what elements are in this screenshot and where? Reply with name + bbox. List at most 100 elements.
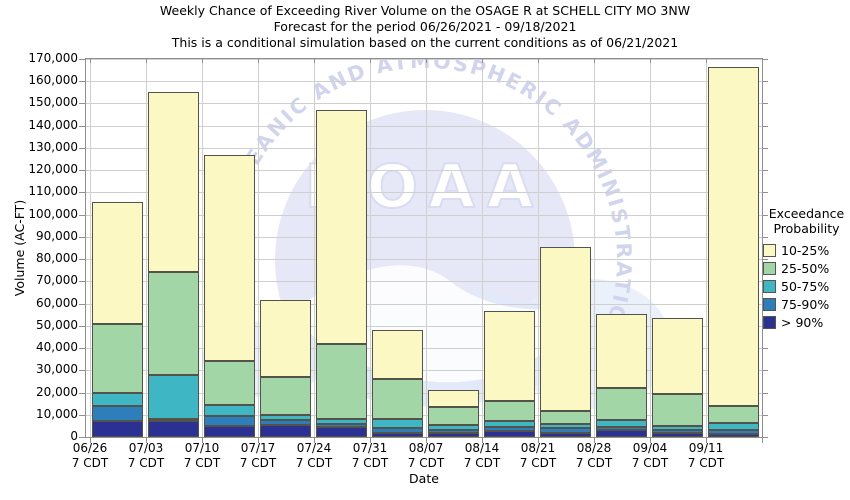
- top-tick-mark: [650, 59, 651, 63]
- gridline-vertical: [426, 59, 427, 437]
- y-tick-label: 30,000: [36, 362, 78, 377]
- legend-title-line1: Exceedance: [768, 206, 845, 221]
- x-tick-date: 07/03: [128, 441, 164, 455]
- y-tick-mark: [79, 392, 85, 394]
- legend-title: Exceedance Probability: [763, 206, 850, 236]
- x-tick-time: 7 CDT: [183, 456, 221, 470]
- x-tick-date: 08/07: [408, 441, 444, 455]
- bar-segment-gt90-07-03: [148, 421, 199, 437]
- bar-segment-p50-75-07-10: [204, 404, 255, 416]
- y-tick-label: 80,000: [36, 251, 78, 266]
- y-tick-label: 10,000: [36, 406, 78, 421]
- gridline-horizontal: [86, 59, 762, 60]
- x-tick-time: 7 CDT: [351, 456, 389, 470]
- bar-segment-gt90-08-14: [484, 431, 535, 437]
- x-tick-mark: [762, 438, 763, 443]
- x-tick-mark: [370, 438, 371, 443]
- x-tick-label: 07/03 7 CDT: [114, 441, 178, 471]
- plot-area: NATIONAL OCEANIC AND ATMOSPHERIC ADMINIS…: [85, 58, 763, 438]
- legend-item-label: 50-75%: [781, 278, 830, 294]
- y-tick-label: 160,000: [28, 73, 78, 88]
- bar-segment-gt90-07-17: [260, 424, 311, 437]
- top-tick-mark: [202, 59, 203, 63]
- y-tick-mark-right: [763, 170, 768, 172]
- x-tick-mark: [594, 438, 595, 443]
- y-tick-mark-right: [763, 103, 768, 105]
- bar-segment-p50-75-08-21: [540, 423, 591, 429]
- x-axis-title: Date: [409, 471, 439, 486]
- x-tick-mark: [426, 438, 427, 443]
- bar-segment-p25-50-08-14: [484, 401, 535, 422]
- y-tick-mark: [79, 125, 85, 127]
- bar-segment-p25-50-08-21: [540, 411, 591, 424]
- bar-segment-p75-90-08-28: [596, 427, 647, 431]
- y-tick-label: 110,000: [28, 184, 78, 199]
- legend-item-75-90-: 75-90%: [763, 295, 850, 313]
- bar-segment-p50-75-08-28: [596, 420, 647, 427]
- bar-segment-gt90-09-04: [652, 432, 703, 437]
- bar-segment-gt90-07-24: [316, 427, 367, 437]
- y-tick-mark: [79, 259, 85, 261]
- top-tick-mark: [538, 59, 539, 63]
- bar-segment-gt90-07-10: [204, 425, 255, 437]
- bar-segment-p10-25-09-11: [708, 66, 759, 406]
- bar-segment-p50-75-06-26: [92, 392, 143, 406]
- y-tick-label: 140,000: [28, 117, 78, 132]
- y-tick-mark: [79, 370, 85, 372]
- gridline-horizontal: [86, 192, 762, 194]
- y-tick-mark: [79, 170, 85, 172]
- x-tick-time: 7 CDT: [295, 456, 333, 470]
- bar-segment-p25-50-07-24: [316, 343, 367, 420]
- bar-segment-p25-50-09-11: [708, 405, 759, 423]
- x-tick-label: 07/24 7 CDT: [282, 441, 346, 471]
- gridline-vertical: [370, 59, 371, 437]
- gridline-horizontal: [86, 125, 762, 127]
- y-tick-label: 0: [70, 429, 78, 443]
- y-tick-label: 170,000: [28, 51, 78, 65]
- y-tick-label: 40,000: [36, 340, 78, 355]
- gridline-horizontal: [86, 236, 762, 238]
- bar-segment-p50-75-08-14: [484, 421, 535, 427]
- legend-item--90-: > 90%: [763, 313, 850, 331]
- x-tick-date: 08/28: [576, 441, 612, 455]
- plot-inner: NATIONAL OCEANIC AND ATMOSPHERIC ADMINIS…: [86, 59, 762, 437]
- chart-title-line3: This is a conditional simulation based o…: [171, 35, 679, 50]
- x-tick-label: 07/17 7 CDT: [226, 441, 290, 471]
- gridline-vertical: [258, 59, 259, 437]
- bar-segment-p50-75-09-04: [652, 425, 703, 431]
- x-tick-mark: [90, 438, 91, 443]
- bar-segment-p50-75-08-07: [428, 424, 479, 431]
- bar-segment-p25-50-06-26: [92, 323, 143, 393]
- bar-segment-p10-25-08-28: [596, 313, 647, 389]
- bar-segment-gt90-06-26: [92, 421, 143, 437]
- bar-segment-p25-50-07-03: [148, 272, 199, 375]
- top-tick-mark: [482, 59, 483, 63]
- x-tick-label: 09/11 7 CDT: [674, 441, 738, 471]
- x-tick-time: 7 CDT: [687, 456, 725, 470]
- gridline-horizontal: [86, 81, 762, 83]
- gridline-horizontal: [86, 370, 762, 372]
- bar-segment-gt90-07-31: [372, 432, 423, 437]
- x-tick-date: 09/04: [632, 441, 668, 455]
- bar-segment-p75-90-09-11: [708, 430, 759, 434]
- y-tick-mark: [79, 192, 85, 194]
- y-tick-mark-right: [763, 392, 768, 394]
- bar-segment-gt90-08-07: [428, 432, 479, 437]
- bar-segment-p25-50-08-07: [428, 407, 479, 425]
- chart-title: Weekly Chance of Exceeding River Volume …: [0, 3, 850, 51]
- bar-segment-gt90-08-28: [596, 430, 647, 437]
- y-tick-mark-right: [763, 348, 768, 350]
- x-tick-time: 7 CDT: [239, 456, 277, 470]
- top-tick-mark: [370, 59, 371, 63]
- legend-swatch: [763, 243, 776, 257]
- gridline-vertical: [202, 59, 203, 437]
- y-tick-mark-right: [763, 236, 768, 238]
- bar-segment-p25-50-09-04: [652, 393, 703, 426]
- x-tick-label: 06/26 7 CDT: [58, 441, 122, 471]
- bar-segment-p75-90-07-10: [204, 415, 255, 426]
- bar-segment-p75-90-08-14: [484, 427, 535, 432]
- y-tick-label: 150,000: [28, 95, 78, 110]
- legend-swatch: [763, 279, 776, 293]
- y-tick-mark: [79, 325, 85, 327]
- y-tick-mark-right: [763, 147, 768, 149]
